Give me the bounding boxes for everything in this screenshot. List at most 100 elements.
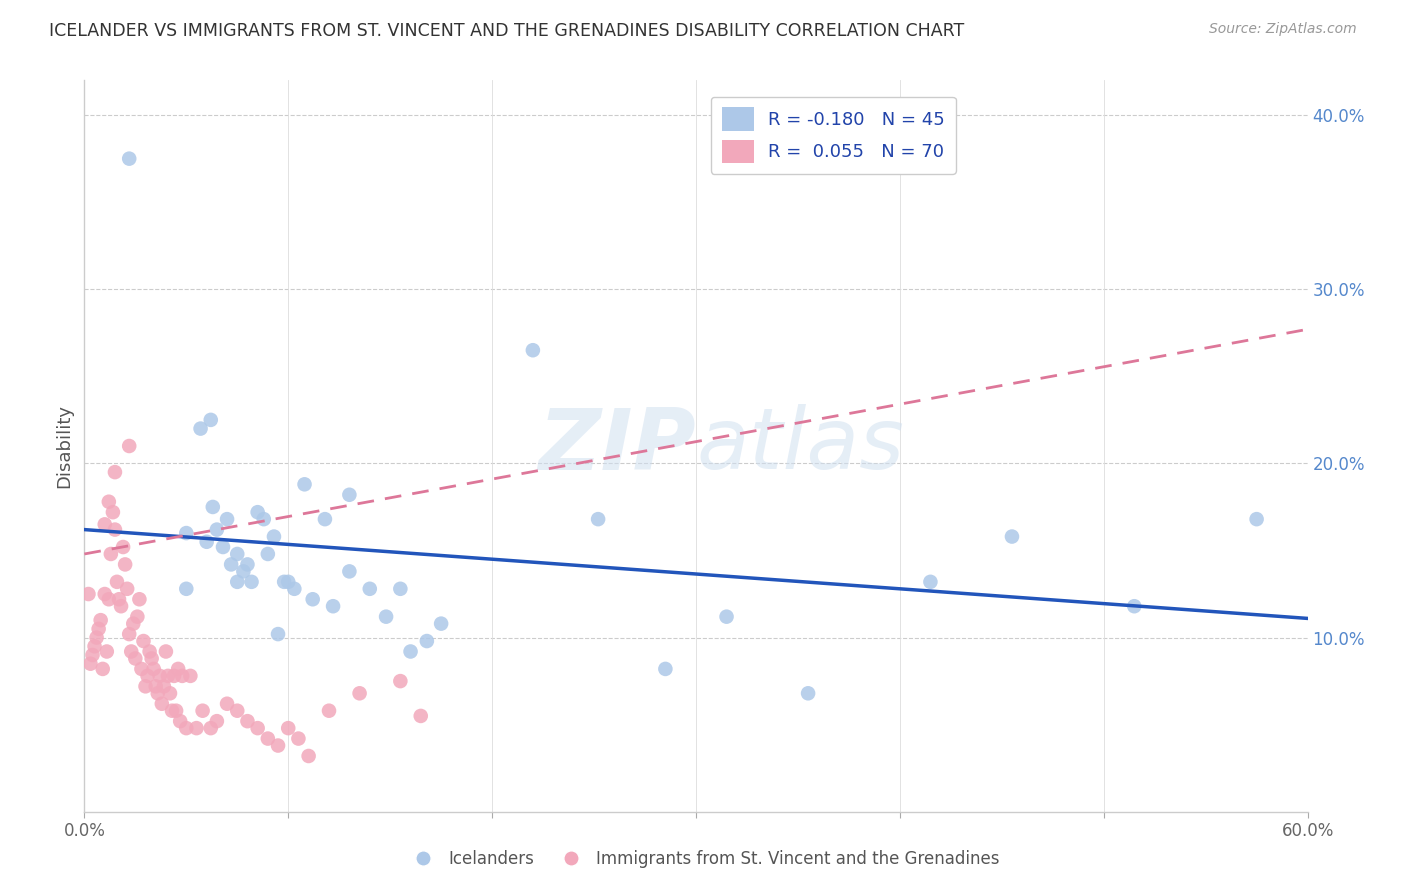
Point — [150, 697, 173, 711]
Point — [716, 609, 738, 624]
Point — [232, 565, 254, 579]
Point — [273, 574, 295, 589]
Point — [201, 500, 224, 514]
Point — [654, 662, 676, 676]
Point — [91, 662, 114, 676]
Point — [257, 731, 280, 746]
Point — [200, 413, 222, 427]
Point — [132, 634, 155, 648]
Point — [90, 613, 112, 627]
Point — [349, 686, 371, 700]
Point — [1001, 530, 1024, 544]
Point — [298, 749, 321, 764]
Point — [277, 574, 299, 589]
Point — [322, 599, 344, 614]
Text: atlas: atlas — [696, 404, 904, 488]
Y-axis label: Disability: Disability — [55, 404, 73, 488]
Point — [179, 669, 201, 683]
Point — [100, 547, 122, 561]
Point — [142, 662, 165, 676]
Point — [83, 640, 105, 654]
Point — [339, 565, 361, 579]
Point — [246, 721, 269, 735]
Point — [301, 592, 323, 607]
Point — [246, 505, 269, 519]
Point — [236, 714, 259, 728]
Point — [399, 644, 422, 658]
Point — [257, 547, 280, 561]
Point — [389, 582, 412, 596]
Point — [375, 609, 398, 624]
Point — [122, 616, 145, 631]
Point — [267, 739, 290, 753]
Point — [138, 644, 160, 658]
Point — [1246, 512, 1268, 526]
Point — [159, 686, 181, 700]
Point — [359, 582, 381, 596]
Point — [339, 488, 361, 502]
Point — [167, 662, 190, 676]
Point — [153, 679, 176, 693]
Point — [97, 592, 120, 607]
Point — [93, 587, 115, 601]
Point — [240, 574, 263, 589]
Legend: Icelanders, Immigrants from St. Vincent and the Grenadines: Icelanders, Immigrants from St. Vincent … — [399, 844, 1007, 875]
Point — [190, 421, 212, 435]
Point — [141, 651, 163, 665]
Point — [149, 669, 172, 683]
Point — [87, 622, 110, 636]
Point — [131, 662, 153, 676]
Point — [920, 574, 942, 589]
Point — [104, 523, 127, 537]
Point — [1123, 599, 1146, 614]
Point — [287, 731, 309, 746]
Point — [115, 582, 138, 596]
Point — [93, 517, 115, 532]
Point — [283, 582, 305, 596]
Point — [105, 574, 128, 589]
Point — [294, 477, 316, 491]
Text: Source: ZipAtlas.com: Source: ZipAtlas.com — [1209, 22, 1357, 37]
Point — [155, 644, 177, 658]
Point — [118, 152, 141, 166]
Point — [200, 721, 222, 735]
Point — [114, 558, 136, 572]
Point — [127, 609, 149, 624]
Point — [586, 512, 609, 526]
Point — [163, 669, 186, 683]
Point — [263, 530, 285, 544]
Point — [110, 599, 132, 614]
Point — [112, 540, 135, 554]
Point — [191, 704, 214, 718]
Point — [77, 587, 100, 601]
Point — [236, 558, 259, 572]
Point — [174, 721, 197, 735]
Point — [118, 627, 141, 641]
Point — [219, 558, 242, 572]
Point — [226, 547, 249, 561]
Text: ICELANDER VS IMMIGRANTS FROM ST. VINCENT AND THE GRENADINES DISABILITY CORRELATI: ICELANDER VS IMMIGRANTS FROM ST. VINCENT… — [49, 22, 965, 40]
Point — [212, 540, 235, 554]
Point — [416, 634, 439, 648]
Point — [205, 523, 228, 537]
Point — [174, 526, 197, 541]
Point — [318, 704, 340, 718]
Point — [118, 439, 141, 453]
Text: ZIP: ZIP — [538, 404, 696, 488]
Point — [389, 674, 412, 689]
Point — [145, 679, 167, 693]
Point — [522, 343, 544, 358]
Point — [217, 697, 239, 711]
Point — [165, 704, 187, 718]
Point — [169, 714, 191, 728]
Point — [97, 494, 120, 508]
Point — [101, 505, 124, 519]
Point — [156, 669, 179, 683]
Point — [128, 592, 150, 607]
Point — [217, 512, 239, 526]
Point — [120, 644, 142, 658]
Point — [160, 704, 183, 718]
Point — [797, 686, 820, 700]
Legend: R = -0.180   N = 45, R =  0.055   N = 70: R = -0.180 N = 45, R = 0.055 N = 70 — [710, 96, 956, 174]
Point — [267, 627, 290, 641]
